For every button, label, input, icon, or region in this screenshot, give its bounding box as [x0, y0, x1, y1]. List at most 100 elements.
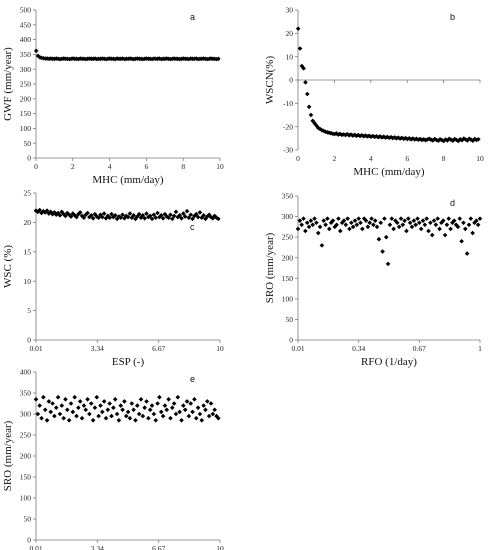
- y-tick-label: 250: [20, 431, 32, 440]
- data-point: [192, 213, 197, 219]
- data-point: [352, 218, 358, 223]
- y-tick-label: 50: [286, 315, 294, 324]
- data-point: [72, 213, 77, 218]
- data-point: [440, 218, 446, 223]
- data-point: [162, 403, 168, 408]
- data-point: [376, 236, 382, 242]
- data-point: [68, 401, 74, 406]
- data-point: [304, 220, 310, 226]
- data-point: [42, 210, 48, 215]
- data-point: [474, 137, 479, 143]
- data-point: [74, 413, 79, 419]
- chart-panel-a: 0 50 100 150 200 250 300 350 400 450 500 0 2 4 6 8 10 MHC…: [2, 6, 224, 186]
- data-point: [66, 418, 72, 423]
- data-point: [462, 226, 468, 232]
- data-point: [157, 394, 162, 400]
- data-point: [125, 409, 131, 415]
- y-tick-label: 200: [282, 253, 294, 262]
- data-point: [53, 212, 59, 218]
- data-point: [301, 66, 306, 71]
- data-point: [407, 220, 413, 226]
- data-point: [422, 222, 428, 228]
- data-point: [103, 415, 109, 421]
- data-point: [411, 218, 417, 223]
- data-point: [190, 409, 195, 415]
- data-point: [127, 415, 133, 421]
- data-point: [52, 413, 57, 419]
- data-point: [81, 403, 87, 408]
- data-point: [87, 411, 92, 417]
- data-point: [356, 216, 361, 221]
- data-point: [470, 138, 476, 143]
- x-axis-label: MHC (mm/day): [92, 174, 164, 186]
- data-point: [109, 211, 114, 217]
- y-tick-label: 25: [24, 189, 32, 198]
- data-point: [295, 226, 301, 232]
- y-tick-label: -30: [283, 146, 293, 155]
- data-point: [390, 135, 396, 141]
- data-point: [426, 228, 431, 234]
- data-point: [336, 216, 341, 221]
- data-point: [98, 403, 103, 408]
- data-point: [465, 138, 470, 143]
- data-point: [197, 411, 203, 417]
- data-point: [149, 216, 155, 222]
- data-point: [203, 216, 208, 222]
- data-point: [383, 135, 388, 140]
- data-point: [63, 213, 68, 219]
- data-point: [371, 222, 376, 228]
- data-point: [350, 224, 356, 230]
- y-tick-label: 250: [20, 80, 32, 89]
- data-point: [367, 220, 372, 226]
- data-point: [72, 394, 77, 400]
- data-point: [46, 211, 52, 216]
- data-point: [109, 413, 114, 419]
- data-point: [365, 224, 371, 230]
- y-tick-label: 350: [20, 389, 32, 398]
- data-point: [151, 212, 157, 218]
- data-point: [90, 215, 96, 221]
- data-point: [317, 224, 323, 230]
- data-point: [392, 135, 397, 140]
- y-tick-label: 50: [24, 515, 32, 524]
- data-point: [77, 399, 83, 404]
- data-point: [112, 397, 118, 402]
- data-point: [464, 251, 470, 256]
- data-point: [375, 134, 381, 140]
- data-point: [374, 133, 379, 139]
- data-point: [363, 218, 369, 223]
- data-point: [212, 407, 217, 413]
- data-point: [77, 210, 83, 215]
- data-point: [308, 112, 314, 118]
- data-point: [310, 222, 316, 228]
- data-point: [443, 137, 448, 142]
- data-point: [70, 211, 76, 216]
- data-point: [397, 136, 403, 141]
- data-point: [33, 208, 39, 213]
- data-point: [448, 226, 453, 232]
- data-point: [466, 222, 472, 228]
- data-point: [37, 207, 42, 213]
- data-point: [361, 133, 367, 139]
- data-point: [52, 210, 57, 215]
- chart-panel-b: -30 -20 -10 0 10 20 30 0 2 4 6 8 10 MHC (mm/day) WSCN(…: [264, 6, 484, 178]
- data-point: [146, 415, 151, 421]
- data-point: [401, 136, 407, 142]
- data-point: [173, 209, 179, 215]
- data-point: [98, 212, 103, 218]
- x-tick-label: 1: [478, 344, 482, 353]
- data-point: [129, 401, 135, 406]
- data-point: [83, 407, 89, 413]
- data-point: [466, 136, 472, 142]
- data-point: [452, 136, 458, 142]
- data-point: [201, 403, 206, 408]
- data-point: [430, 138, 436, 143]
- x-axis-label: RFO (1/day): [361, 356, 417, 368]
- y-axis-label: SRO (mm/year): [264, 232, 276, 303]
- data-point: [48, 409, 54, 415]
- data-point: [101, 211, 107, 216]
- data-point: [453, 222, 459, 228]
- data-point: [421, 136, 427, 142]
- data-point: [308, 218, 314, 223]
